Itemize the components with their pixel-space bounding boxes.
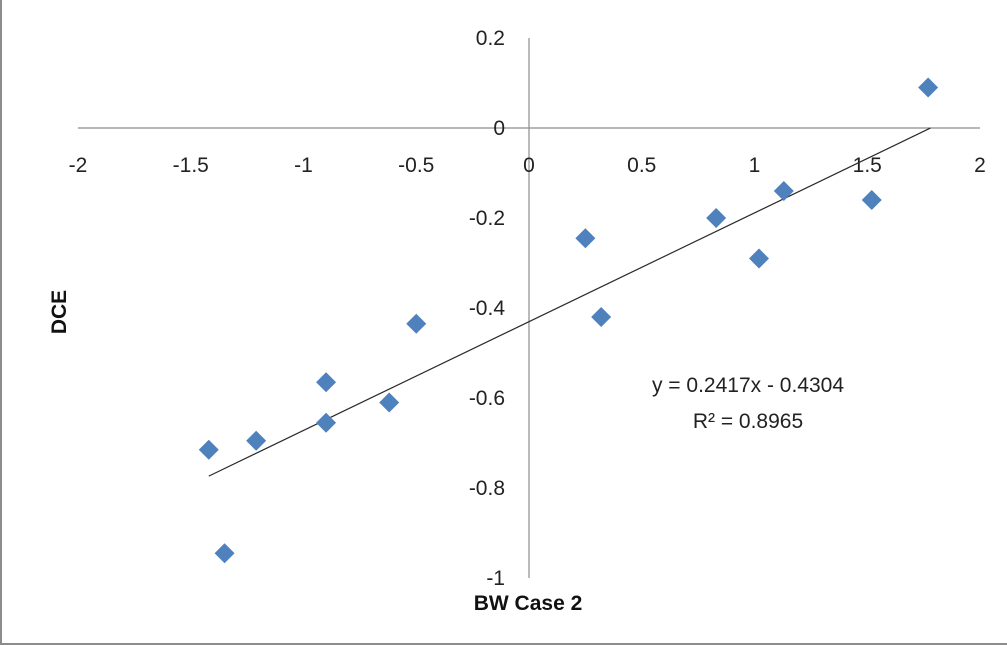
data-point (575, 228, 596, 249)
x-tick-label: 1.5 (853, 154, 882, 177)
tick-labels: -2 -1.5 -1 -0.5 0 0.5 1 1.5 2 0.2 0 -0.2 -0.4 -0.6 -0.… (69, 27, 986, 590)
data-point (591, 307, 612, 327)
trendline (208, 127, 931, 477)
x-tick-label: -2 (69, 154, 88, 177)
y-tick-label: -0.8 (469, 477, 505, 500)
y-tick-label: 0 (493, 117, 505, 140)
x-tick-label: 1 (749, 154, 761, 177)
x-tick-label: 2 (974, 154, 986, 177)
trendline-equation: y = 0.2417x - 0.4304 (652, 374, 844, 397)
data-point (918, 77, 939, 98)
trendline-group (208, 127, 931, 477)
x-tick-label: -1.5 (173, 154, 209, 177)
data-point (749, 248, 770, 269)
y-tick-label: -1 (486, 567, 505, 590)
x-tick-label: -0.5 (398, 154, 434, 177)
trendline-r-squared: R² = 0.8965 (693, 410, 803, 433)
data-point (316, 372, 337, 393)
data-point (773, 181, 794, 201)
y-tick-label: -0.4 (469, 297, 506, 320)
data-point (706, 208, 727, 228)
x-axis-title: BW Case 2 (474, 592, 583, 615)
data-point (246, 430, 267, 451)
data-point (316, 412, 337, 433)
x-tick-label: 0 (523, 154, 535, 177)
y-axis-title: DCE (48, 290, 71, 334)
data-point (379, 392, 400, 413)
x-tick-label: 0.5 (627, 154, 656, 177)
axes (78, 38, 980, 578)
data-point (198, 439, 219, 460)
y-tick-label: -0.2 (469, 207, 505, 230)
y-tick-label: 0.2 (476, 27, 505, 50)
data-point (861, 190, 882, 210)
data-point (214, 543, 235, 564)
data-point (406, 313, 427, 334)
data-points (198, 77, 939, 564)
x-tick-label: -1 (294, 154, 313, 177)
y-tick-label: -0.6 (469, 387, 505, 410)
